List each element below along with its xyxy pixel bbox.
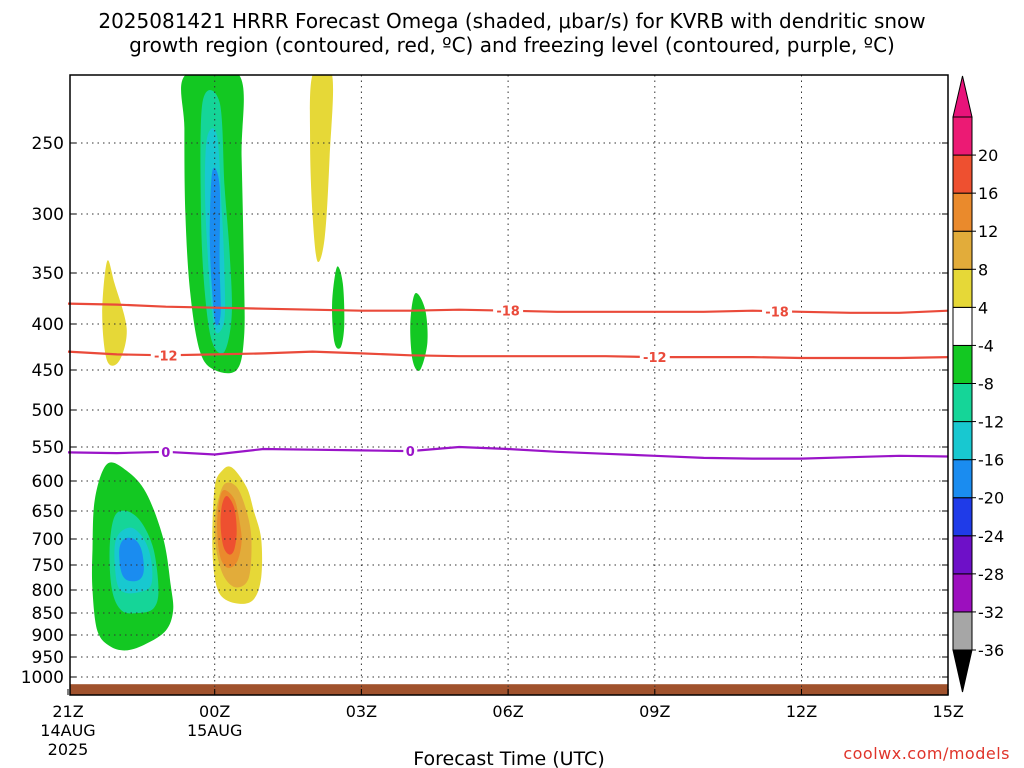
- colorbar-label: 12: [978, 222, 998, 241]
- chart-title-line2: growth region (contoured, red, ºC) and f…: [129, 33, 895, 57]
- colorbar-label: -24: [978, 527, 1004, 546]
- y-tick-label: 800: [32, 581, 64, 601]
- x-tick-date: 15AUG: [187, 721, 242, 740]
- y-tick-label: 250: [32, 134, 64, 154]
- colorbar-bin: [952, 497, 973, 537]
- omega-area-8: [605, 114, 626, 251]
- y-tick-label: 900: [32, 626, 64, 646]
- colorbar-bin: [952, 306, 973, 346]
- omega-area-13: [119, 537, 144, 582]
- colorbar-label: -28: [978, 565, 1004, 584]
- colorbar-bin: [952, 268, 973, 308]
- contour-label-bg: [403, 444, 418, 459]
- contour-label: 0: [161, 446, 170, 461]
- x-tick-label: 15Z: [933, 702, 964, 721]
- x-tick-date: 14AUG: [40, 721, 95, 740]
- omega-area-1: [102, 260, 127, 366]
- contour-label: -18: [496, 305, 520, 320]
- y-tick-label: 850: [32, 604, 64, 624]
- colorbar-bin: [952, 116, 973, 156]
- colorbar-bin: [952, 344, 973, 384]
- x-tick-year: 2025: [48, 740, 89, 759]
- y-tick-label: 950: [32, 648, 64, 668]
- chart-title-line1: 2025081421 HRRR Forecast Omega (shaded, …: [98, 9, 926, 33]
- colorbar-high-extend: [952, 75, 973, 118]
- contour-label-bg: [762, 304, 793, 319]
- y-tick-label: 700: [32, 530, 64, 550]
- colorbar-label: -20: [978, 489, 1004, 508]
- omega-area-17: [209, 167, 221, 326]
- colorbar-label: 16: [978, 184, 998, 203]
- y-tick-label: 350: [32, 264, 64, 284]
- y-tick-label: 650: [32, 502, 64, 522]
- y-tick-label: 400: [32, 315, 64, 335]
- colorbar-label: -36: [978, 641, 1004, 660]
- colorbar-label: 8: [978, 260, 988, 279]
- x-tick-label: 21Z: [52, 702, 83, 721]
- plot-frame: [69, 74, 949, 696]
- colorbar-bin: [952, 154, 973, 194]
- colorbar-bin: [952, 192, 973, 232]
- y-tick-label: 750: [32, 556, 64, 576]
- colorbar-label: -4: [978, 336, 994, 355]
- colorbar-bin: [952, 535, 973, 575]
- x-tick-label: 09Z: [639, 702, 670, 721]
- contour-label: -18: [765, 305, 789, 320]
- omega-area-19: [410, 292, 428, 371]
- omega-area-9: [796, 584, 819, 622]
- y-tick-label: 600: [32, 472, 64, 492]
- colorbar-bin: [952, 611, 973, 651]
- colorbar-bin: [952, 421, 973, 461]
- omega-area-7: [309, 75, 334, 263]
- contour-label-bg: [150, 348, 181, 363]
- x-axis-label: Forecast Time (UTC): [413, 748, 604, 768]
- omega-area-18: [332, 266, 345, 349]
- y-tick-label: 450: [32, 361, 64, 381]
- contour-label: 0: [406, 445, 415, 460]
- contour-label: -12: [643, 351, 667, 366]
- contour--12: [67, 350, 949, 360]
- colorbar-bin: [952, 459, 973, 499]
- credit-text: coolwx.com/models: [843, 744, 1010, 763]
- colorbar-label: -16: [978, 451, 1004, 470]
- colorbar-label: 20: [978, 146, 998, 165]
- y-tick-label: 1000: [21, 668, 64, 688]
- colorbar-bin: [952, 230, 973, 270]
- x-tick-label: 12Z: [786, 702, 817, 721]
- colorbar-label: -32: [978, 603, 1004, 622]
- contour-label-bg: [639, 350, 670, 365]
- contour-0: [67, 445, 949, 460]
- contour-label-bg: [158, 444, 173, 459]
- y-tick-label: 550: [32, 438, 64, 458]
- colorbar-bin: [952, 383, 973, 423]
- surface-ground: [70, 684, 948, 695]
- colorbar-label: -8: [978, 375, 994, 394]
- x-tick-label: 00Z: [199, 702, 230, 721]
- x-tick-label: 03Z: [346, 702, 377, 721]
- x-tick-label: 06Z: [492, 702, 523, 721]
- colorbar-low-extend: [952, 649, 973, 693]
- contour-label-bg: [493, 303, 524, 318]
- colorbar-label: -12: [978, 413, 1004, 432]
- contour-label: -12: [154, 349, 178, 364]
- colorbar-label: 4: [978, 298, 988, 317]
- y-tick-label: 500: [32, 401, 64, 421]
- colorbar-bin: [952, 573, 973, 613]
- y-tick-label: 300: [32, 205, 64, 225]
